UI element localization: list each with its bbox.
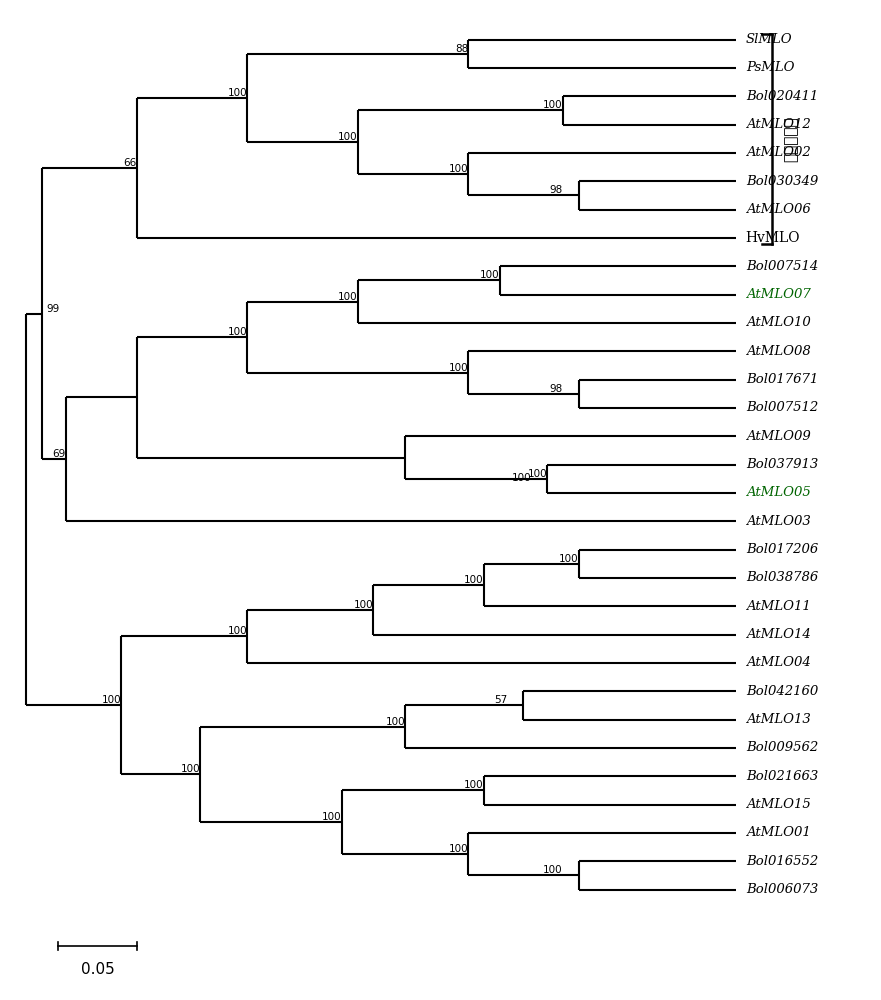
- Text: 100: 100: [227, 626, 248, 636]
- Text: 100: 100: [354, 600, 374, 610]
- Text: Bol030349: Bol030349: [745, 175, 818, 188]
- Text: AtMLO14: AtMLO14: [745, 628, 811, 641]
- Text: AtMLO02: AtMLO02: [745, 146, 811, 159]
- Text: AtMLO11: AtMLO11: [745, 600, 811, 613]
- Text: Bol007514: Bol007514: [745, 260, 818, 273]
- Text: Bol038786: Bol038786: [745, 571, 818, 584]
- Text: 100: 100: [464, 575, 484, 585]
- Text: AtMLO15: AtMLO15: [745, 798, 811, 811]
- Text: Bol016552: Bol016552: [745, 855, 818, 868]
- Text: 100: 100: [338, 292, 358, 302]
- Text: AtMLO07: AtMLO07: [745, 288, 811, 301]
- Text: PsMLO: PsMLO: [745, 61, 795, 74]
- Text: Bol042160: Bol042160: [745, 685, 818, 698]
- Text: 0.05: 0.05: [80, 962, 115, 977]
- Text: AtMLO06: AtMLO06: [745, 203, 811, 216]
- Text: 69: 69: [53, 449, 66, 459]
- Text: Bol017671: Bol017671: [745, 373, 818, 386]
- Text: 98: 98: [550, 384, 563, 394]
- Text: 100: 100: [480, 270, 500, 280]
- Text: 99: 99: [46, 304, 59, 314]
- Text: AtMLO03: AtMLO03: [745, 515, 811, 528]
- Text: Bol021663: Bol021663: [745, 770, 818, 783]
- Text: 100: 100: [181, 764, 200, 774]
- Text: 100: 100: [559, 554, 579, 564]
- Text: Bol017206: Bol017206: [745, 543, 818, 556]
- Text: AtMLO10: AtMLO10: [745, 316, 811, 329]
- Text: 100: 100: [385, 717, 405, 727]
- Text: 100: 100: [101, 695, 121, 705]
- Text: AtMLO12: AtMLO12: [745, 118, 811, 131]
- Text: Bol009562: Bol009562: [745, 741, 818, 754]
- Text: AtMLO04: AtMLO04: [745, 656, 811, 669]
- Text: 88: 88: [455, 44, 468, 54]
- Text: Bol007512: Bol007512: [745, 401, 818, 414]
- Text: Bol020411: Bol020411: [745, 90, 818, 103]
- Text: HvMLO: HvMLO: [745, 231, 800, 245]
- Text: AtMLO08: AtMLO08: [745, 345, 811, 358]
- Text: 100: 100: [512, 473, 531, 483]
- Text: 100: 100: [543, 100, 563, 110]
- Text: AtMLO13: AtMLO13: [745, 713, 811, 726]
- Text: 100: 100: [322, 812, 342, 822]
- Text: AtMLO01: AtMLO01: [745, 826, 811, 839]
- Text: Bol006073: Bol006073: [745, 883, 818, 896]
- Text: 100: 100: [227, 88, 248, 98]
- Text: 100: 100: [528, 469, 547, 479]
- Text: Bol037913: Bol037913: [745, 458, 818, 471]
- Text: SlMLO: SlMLO: [745, 33, 792, 46]
- Text: 100: 100: [227, 327, 248, 337]
- Text: 100: 100: [448, 164, 468, 174]
- Text: 100: 100: [543, 865, 563, 875]
- Text: 98: 98: [550, 185, 563, 195]
- Text: 100: 100: [464, 780, 484, 790]
- Text: 100: 100: [448, 363, 468, 373]
- Text: 白粉病基因: 白粉病基因: [783, 116, 798, 162]
- Text: AtMLO09: AtMLO09: [745, 430, 811, 443]
- Text: 66: 66: [123, 158, 137, 168]
- Text: AtMLO05: AtMLO05: [745, 486, 811, 499]
- Text: 57: 57: [494, 695, 507, 705]
- Text: 100: 100: [338, 132, 358, 142]
- Text: 100: 100: [448, 844, 468, 854]
